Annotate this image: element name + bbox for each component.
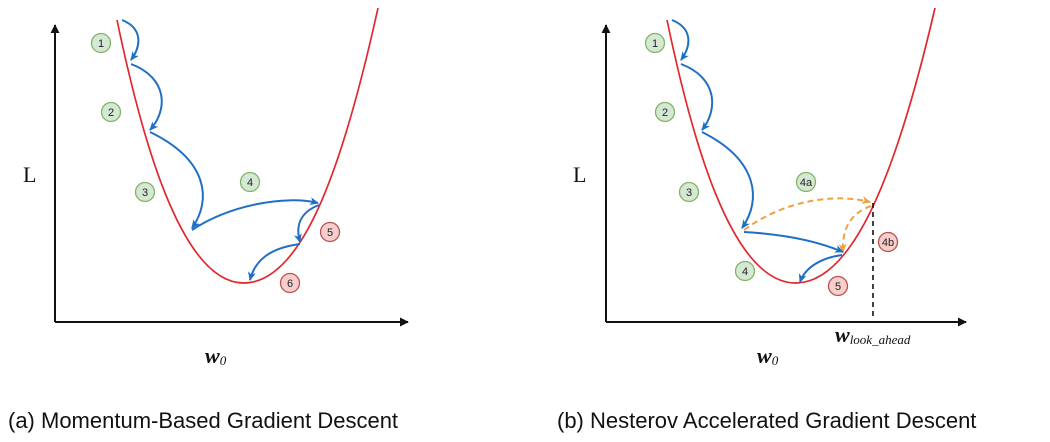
- lookahead-label-main: w: [835, 322, 850, 347]
- panel-nesterov: L w0 wlook_ahead 1 2 3 4a: [557, 7, 976, 433]
- step-badge: 4: [734, 260, 756, 282]
- step-arrow-1: [671, 19, 690, 61]
- x-axis-label: w0: [757, 343, 779, 368]
- step-arrow-4: [743, 231, 844, 253]
- step-arrow-4: [191, 197, 319, 231]
- step-badge: 3: [134, 181, 156, 203]
- step-badge: 1: [90, 32, 112, 54]
- step-badge-overshoot: 5: [319, 221, 341, 243]
- step-badge-label: 5: [327, 227, 333, 239]
- x-axis-label-main: w: [757, 343, 772, 368]
- step-badge: 2: [654, 101, 676, 123]
- lookahead-arrow-4b: [838, 205, 872, 253]
- lookahead-label: wlook_ahead: [835, 322, 911, 347]
- step-arrow-6: [248, 243, 301, 281]
- lookahead-arrow-4a: [743, 196, 871, 231]
- caption-b: (b) Nesterov Accelerated Gradient Descen…: [557, 408, 976, 433]
- step-badge: 1: [644, 32, 666, 54]
- y-axis-label: L: [23, 162, 36, 187]
- step-badge-label: 2: [108, 107, 114, 119]
- step-arrow-2: [680, 63, 714, 131]
- x-axis-label-subscript: 0: [220, 353, 227, 368]
- step-badge-label: 6: [287, 278, 293, 290]
- lookahead-label-subscript: look_ahead: [850, 332, 911, 347]
- step-badge-label: 5: [835, 281, 841, 293]
- step-badge-label: 3: [686, 187, 692, 199]
- step-badge: 2: [100, 101, 122, 123]
- step-badge-label: 4: [247, 177, 253, 189]
- step-arrow-3: [149, 131, 204, 229]
- step-badge-label: 4b: [882, 237, 894, 249]
- x-axis-label: w0: [205, 343, 227, 368]
- step-badge-overshoot: 5: [827, 275, 849, 297]
- x-axis-label-main: w: [205, 343, 220, 368]
- step-badge-label: 4a: [800, 177, 813, 189]
- step-badge: 4a: [795, 171, 817, 193]
- step-arrow-2: [130, 63, 163, 131]
- loss-curve: [116, 7, 379, 284]
- x-axis-label-subscript: 0: [772, 353, 779, 368]
- step-badge-label: 2: [662, 107, 668, 119]
- step-badge-label: 4: [742, 266, 748, 278]
- step-arrow-3: [701, 131, 754, 229]
- step-badge-label: 3: [142, 187, 148, 199]
- y-axis-label: L: [573, 162, 586, 187]
- panel-momentum: L w0 1 2 3 4 5: [8, 7, 409, 433]
- step-arrow-5: [293, 204, 320, 243]
- step-arrow-1: [121, 19, 140, 61]
- step-badge-overshoot: 6: [279, 272, 301, 294]
- step-arrow-5: [798, 254, 843, 283]
- loss-curve: [666, 7, 936, 284]
- step-badge-label: 1: [652, 38, 658, 50]
- step-badge-overshoot: 4b: [877, 231, 899, 253]
- caption-a: (a) Momentum-Based Gradient Descent: [8, 408, 398, 433]
- step-badge: 4: [239, 171, 261, 193]
- step-badge: 3: [678, 181, 700, 203]
- step-badge-label: 1: [98, 38, 104, 50]
